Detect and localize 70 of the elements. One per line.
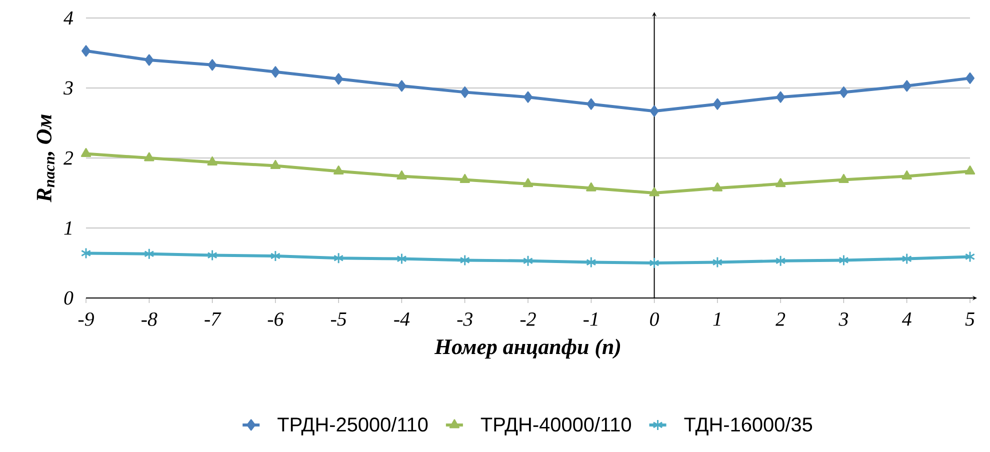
point: [838, 174, 849, 183]
point: [144, 54, 154, 66]
point: [270, 160, 281, 169]
point: [396, 170, 407, 180]
point: [208, 59, 217, 71]
point: [650, 105, 659, 117]
point: [270, 66, 280, 78]
x-tick-label: -3: [457, 312, 472, 326]
point: [964, 250, 976, 262]
point: [712, 98, 722, 110]
legend-label: ТДН-16000/35: [684, 416, 812, 436]
point: [712, 182, 723, 192]
point: [964, 166, 976, 175]
x-tick-label: -7: [204, 312, 222, 326]
y-tick-label: 2: [64, 151, 74, 165]
point: [524, 91, 532, 103]
point: [522, 178, 534, 188]
x-tick-label: -5: [331, 312, 346, 326]
point: [460, 254, 470, 266]
point: [586, 98, 596, 110]
y-tick-label: 0: [64, 291, 74, 305]
x-tick-label: 2: [776, 312, 786, 326]
point: [207, 250, 218, 262]
point: [902, 80, 912, 92]
point: [838, 254, 849, 266]
legend-label: ТРДН-25000/110: [278, 416, 428, 436]
point: [333, 166, 344, 175]
point: [207, 156, 218, 166]
x-tick-label: -4: [394, 312, 410, 326]
x-tick-label: -9: [78, 312, 94, 326]
legend-label: ТРДН-40000/110: [480, 416, 631, 436]
point: [775, 178, 786, 188]
point: [586, 256, 596, 268]
point: [334, 73, 344, 85]
point: [902, 170, 912, 180]
x-tick-label: 4: [902, 312, 912, 326]
x-tick-label: 1: [713, 312, 720, 326]
point: [649, 257, 660, 269]
point: [80, 247, 92, 259]
y-axis-title: R$_{пасп}$, Ом: [36, 114, 55, 202]
y-tick-label: 3: [63, 81, 73, 95]
x-tick-label: -2: [520, 312, 536, 326]
point: [270, 250, 281, 262]
point: [144, 248, 154, 260]
y-tick-label: 1: [64, 221, 72, 235]
point: [80, 148, 92, 158]
x-tick-label: 5: [965, 312, 974, 326]
point: [82, 45, 90, 57]
y-tick-label: 4: [64, 11, 74, 25]
point: [460, 86, 470, 98]
point: [712, 256, 723, 268]
point: [839, 86, 848, 98]
point: [586, 182, 596, 192]
x-tick-label: 0: [650, 312, 660, 326]
point: [460, 174, 470, 183]
point: [902, 253, 912, 265]
point: [649, 187, 660, 196]
point: [775, 255, 786, 267]
x-tick-label: -1: [584, 312, 598, 326]
point: [966, 72, 975, 84]
x-tick-label: -6: [268, 312, 284, 326]
x-axis-title: Номер анцапфи (n): [434, 338, 620, 359]
point: [396, 253, 407, 265]
point: [333, 252, 344, 264]
point: [144, 152, 154, 162]
point: [776, 91, 786, 103]
point: [397, 80, 406, 92]
x-tick-label: 3: [838, 312, 848, 326]
point: [522, 255, 534, 267]
x-tick-label: -8: [142, 312, 158, 326]
